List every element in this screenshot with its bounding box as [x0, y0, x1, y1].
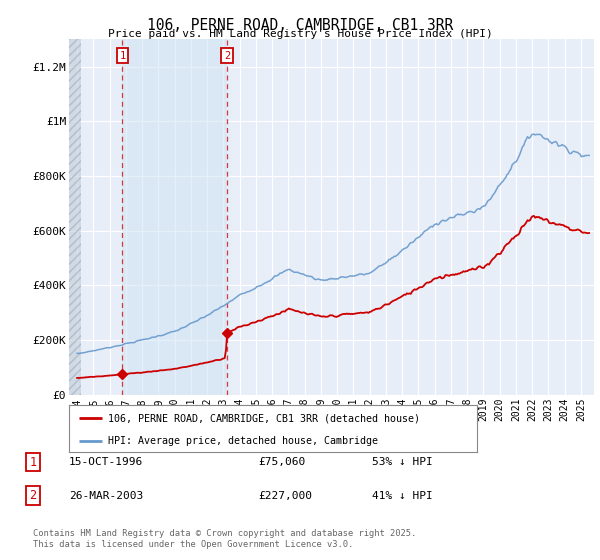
- Bar: [69, 39, 81, 395]
- Text: HPI: Average price, detached house, Cambridge: HPI: Average price, detached house, Camb…: [108, 436, 378, 446]
- Text: 15-OCT-1996: 15-OCT-1996: [69, 457, 143, 467]
- Bar: [122, 39, 227, 395]
- Text: 1: 1: [119, 50, 125, 60]
- Text: 2: 2: [29, 489, 37, 502]
- Text: £75,060: £75,060: [258, 457, 305, 467]
- Text: 2: 2: [224, 50, 230, 60]
- Text: Price paid vs. HM Land Registry's House Price Index (HPI): Price paid vs. HM Land Registry's House …: [107, 29, 493, 39]
- Text: 41% ↓ HPI: 41% ↓ HPI: [372, 491, 433, 501]
- Text: £227,000: £227,000: [258, 491, 312, 501]
- Text: 106, PERNE ROAD, CAMBRIDGE, CB1 3RR (detached house): 106, PERNE ROAD, CAMBRIDGE, CB1 3RR (det…: [108, 413, 420, 423]
- Text: Contains HM Land Registry data © Crown copyright and database right 2025.
This d: Contains HM Land Registry data © Crown c…: [33, 529, 416, 549]
- Text: 53% ↓ HPI: 53% ↓ HPI: [372, 457, 433, 467]
- Text: 1: 1: [29, 455, 37, 469]
- Text: 26-MAR-2003: 26-MAR-2003: [69, 491, 143, 501]
- Text: 106, PERNE ROAD, CAMBRIDGE, CB1 3RR: 106, PERNE ROAD, CAMBRIDGE, CB1 3RR: [147, 18, 453, 33]
